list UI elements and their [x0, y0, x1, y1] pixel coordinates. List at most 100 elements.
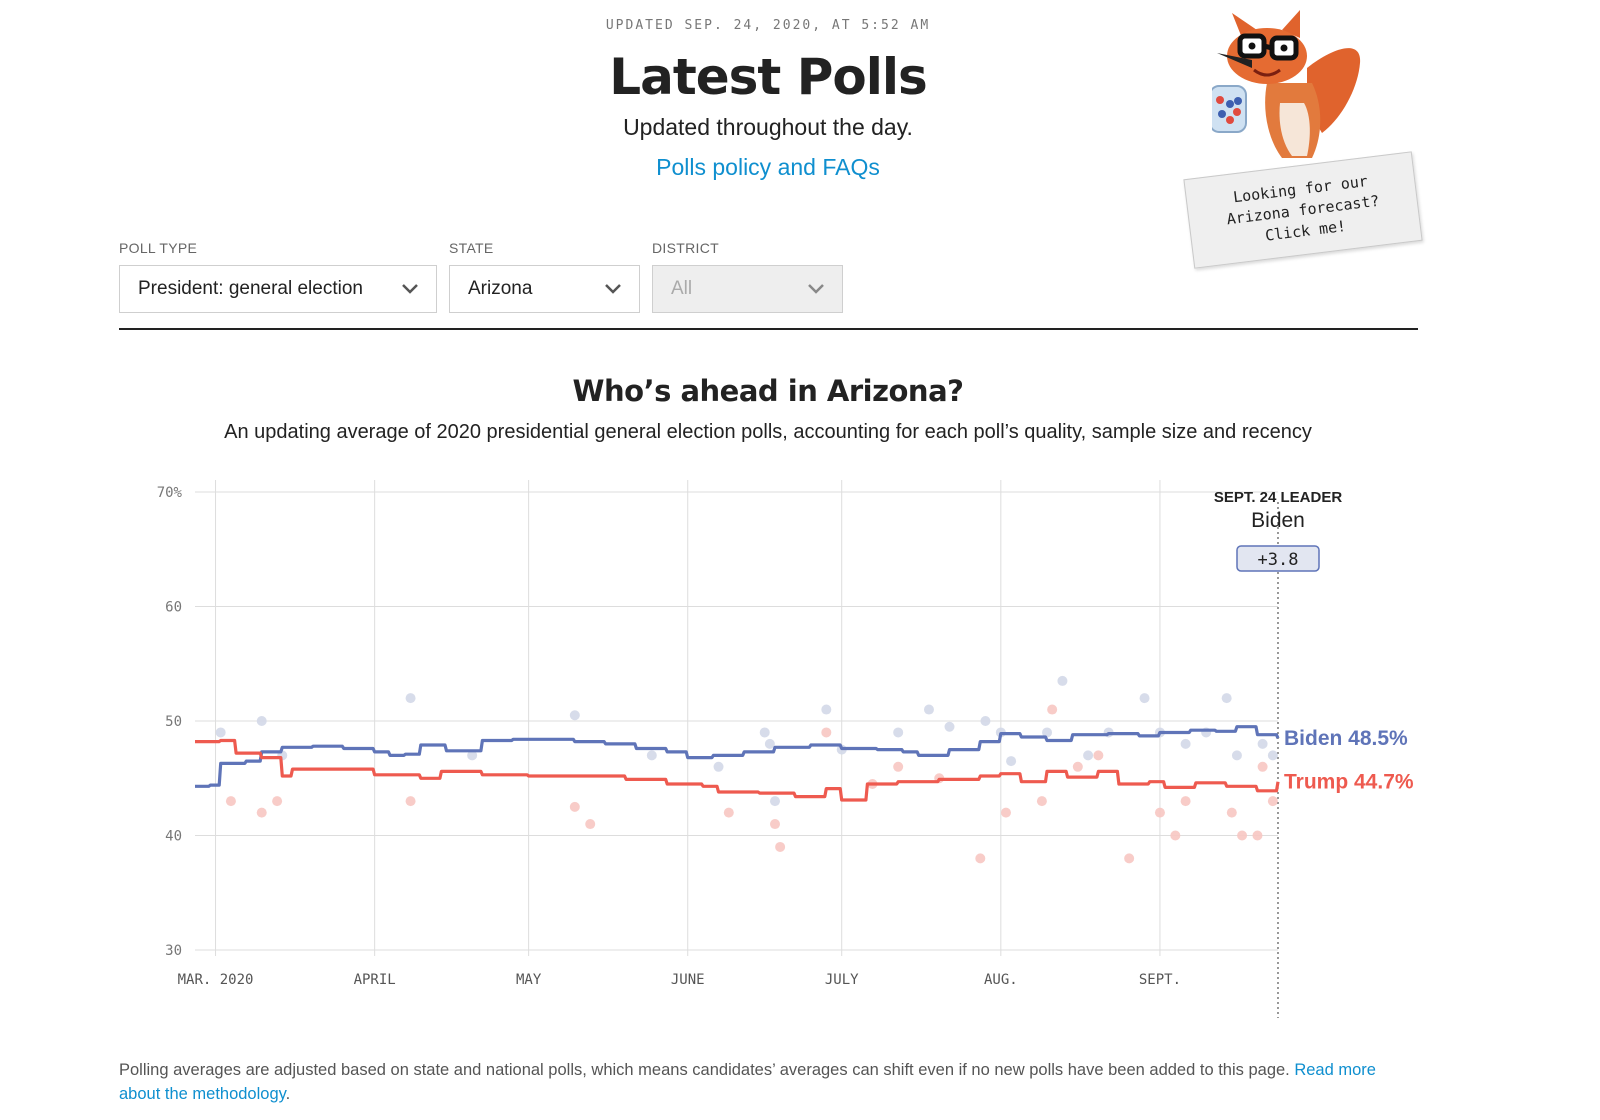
trump-poll-dot	[1000, 807, 1011, 818]
state-select[interactable]: Arizona	[449, 265, 640, 313]
trump-poll-dot	[1257, 761, 1268, 772]
y-tick-label: 50	[165, 714, 182, 730]
x-tick-label: MAR. 2020	[178, 972, 254, 988]
trump-poll-dot	[775, 841, 786, 852]
trump-poll-dot	[1237, 830, 1248, 841]
trump-poll-dot	[256, 807, 267, 818]
trump-poll-dot	[1036, 796, 1047, 807]
biden-poll-dot	[467, 750, 478, 761]
trump-poll-dot	[723, 807, 734, 818]
district-value: All	[671, 278, 693, 299]
trump-poll-dot	[1093, 750, 1104, 761]
biden-poll-dot	[893, 727, 904, 738]
poll-dots	[215, 675, 1278, 864]
biden-poll-dot	[1221, 693, 1232, 704]
biden-poll-dot	[980, 716, 991, 726]
chart-subtitle: An updating average of 2020 presidential…	[224, 421, 1312, 443]
chart-labels: 70% 60 50 40 30 MAR. 2020 APRIL MAY JUNE JULY AUG.…	[157, 485, 1414, 988]
biden-poll-dot	[1083, 750, 1094, 761]
trump-poll-dot	[405, 796, 416, 807]
trump-poll-dot	[585, 819, 596, 830]
fox-mascot-icon[interactable]	[1212, 8, 1382, 173]
trump-poll-dot	[1047, 704, 1058, 715]
trump-poll-dot	[1226, 807, 1237, 818]
trump-poll-dot	[1252, 830, 1263, 841]
chart-grid	[195, 480, 1279, 1018]
trump-poll-dot	[1154, 807, 1165, 818]
leader-date-label: SEPT. 24 LEADER	[1214, 489, 1343, 506]
biden-end-label: Biden 48.5%	[1284, 727, 1408, 750]
y-tick-label: 30	[165, 943, 182, 959]
leader-margin-badge	[1236, 545, 1320, 572]
trump-poll-dot	[893, 761, 904, 772]
chevron-down-icon	[402, 284, 418, 294]
biden-poll-dot	[1231, 750, 1242, 761]
y-tick-label: 70%	[157, 485, 183, 501]
state-label: STATE	[449, 240, 494, 256]
page-subtitle: Updated throughout the day.	[623, 114, 913, 140]
biden-poll-dot	[764, 738, 775, 749]
biden-poll-dot	[256, 716, 267, 726]
methodology-note: Polling averages are adjusted based on s…	[119, 1058, 1419, 1106]
y-tick-label: 40	[165, 829, 182, 845]
biden-poll-dot	[759, 727, 770, 738]
trump-poll-dot	[1180, 796, 1191, 807]
chevron-down-icon	[605, 284, 621, 294]
biden-poll-dot	[1042, 727, 1053, 738]
filter-divider	[119, 328, 1418, 330]
biden-poll-dot	[1139, 693, 1150, 704]
chart-title: Who’s ahead in Arizona?	[572, 374, 964, 408]
chevron-down-icon	[808, 284, 824, 294]
district-label: DISTRICT	[652, 240, 719, 256]
trump-poll-dot	[1267, 796, 1278, 807]
polls-policy-link[interactable]: Polls policy and FAQs	[656, 154, 880, 180]
biden-poll-dot	[1267, 750, 1278, 761]
biden-poll-dot	[1006, 756, 1017, 767]
leader-name: Biden	[1251, 509, 1305, 532]
methodology-note-text: Polling averages are adjusted based on s…	[119, 1061, 1295, 1079]
biden-poll-dot	[713, 761, 724, 772]
biden-poll-dot	[1257, 738, 1268, 749]
x-tick-label: JULY	[825, 972, 859, 988]
trump-poll-dot	[1170, 830, 1181, 841]
x-tick-label: JUNE	[671, 972, 705, 988]
biden-poll-dot	[821, 704, 832, 715]
trump-poll-dot	[272, 796, 283, 807]
trump-poll-dot	[821, 727, 832, 738]
biden-poll-dot	[405, 693, 416, 704]
poll-type-label: POLL TYPE	[119, 240, 198, 256]
trump-poll-dot	[1072, 761, 1083, 772]
state-value: Arizona	[468, 278, 533, 299]
trump-poll-dot	[569, 801, 580, 812]
biden-poll-dot	[215, 727, 226, 738]
updated-timestamp: UPDATED SEP. 24, 2020, AT 5:52 AM	[605, 18, 931, 33]
x-tick-label: SEPT.	[1139, 972, 1181, 988]
trump-poll-dot	[1124, 853, 1135, 864]
trump-end-label: Trump 44.7%	[1284, 771, 1414, 794]
trump-poll-dot	[225, 796, 236, 807]
x-tick-label: APRIL	[354, 972, 396, 988]
poll-type-value: President: general election	[138, 278, 363, 299]
average-lines	[195, 725, 1280, 802]
page-title: Latest Polls	[609, 48, 928, 106]
leader-margin: +3.8	[1258, 550, 1299, 570]
biden-poll-dot	[923, 704, 934, 715]
biden-poll-dot	[646, 750, 657, 761]
biden-average-line	[195, 725, 1280, 788]
biden-poll-dot	[569, 710, 580, 721]
biden-poll-dot	[769, 796, 780, 807]
biden-poll-dot	[1057, 675, 1068, 686]
district-select: All	[652, 265, 843, 313]
biden-poll-dot	[1180, 738, 1191, 749]
trump-poll-dot	[769, 819, 780, 830]
methodology-link[interactable]: Read more about the methodology	[119, 1061, 1376, 1103]
poll-type-select[interactable]: President: general election	[119, 265, 437, 313]
biden-poll-dot	[944, 721, 955, 732]
trump-poll-dot	[975, 853, 986, 864]
x-tick-label: MAY	[516, 972, 542, 988]
y-tick-label: 60	[165, 600, 182, 616]
polling-average-chart: 70% 60 50 40 30 MAR. 2020 APRIL MAY JUNE JULY AUG.…	[157, 480, 1414, 1018]
methodology-note-end: .	[285, 1085, 291, 1103]
x-tick-label: AUG.	[984, 972, 1018, 988]
trump-average-line	[195, 738, 1280, 802]
